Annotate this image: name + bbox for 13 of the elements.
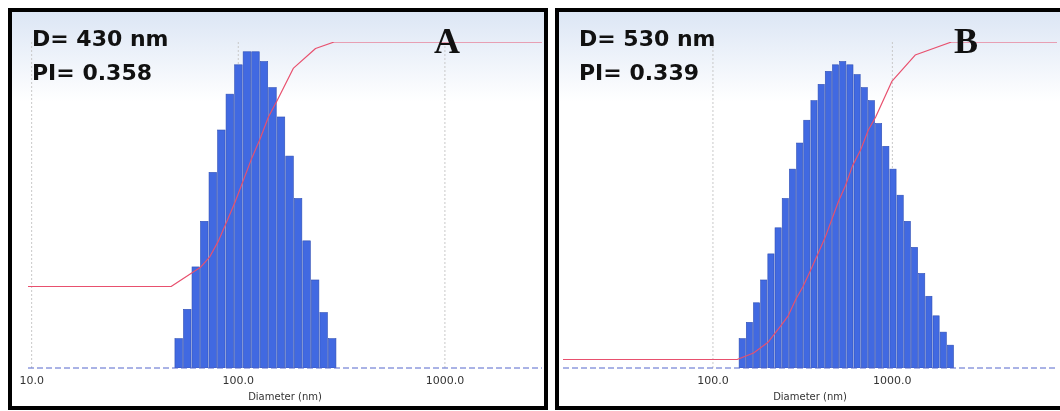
x-tick-label: 1000.0 bbox=[873, 373, 912, 387]
x-axis-title: Diameter (nm) bbox=[773, 391, 847, 402]
annotation: D= 530 nm bbox=[579, 26, 716, 51]
x-tick-label: 100.0 bbox=[697, 373, 729, 387]
x-tick-label: 1000.0 bbox=[425, 373, 465, 387]
annotation: PI= 0.358 bbox=[32, 60, 152, 85]
x-tick-label: 10.0 bbox=[19, 373, 44, 387]
annotation: D= 430 nm bbox=[32, 26, 169, 51]
annotation: B bbox=[954, 20, 979, 62]
x-tick-label: 100.0 bbox=[222, 373, 255, 387]
annotation: PI= 0.339 bbox=[579, 60, 699, 85]
annotation: A bbox=[434, 20, 460, 62]
x-axis-title: Diameter (nm) bbox=[248, 391, 322, 402]
